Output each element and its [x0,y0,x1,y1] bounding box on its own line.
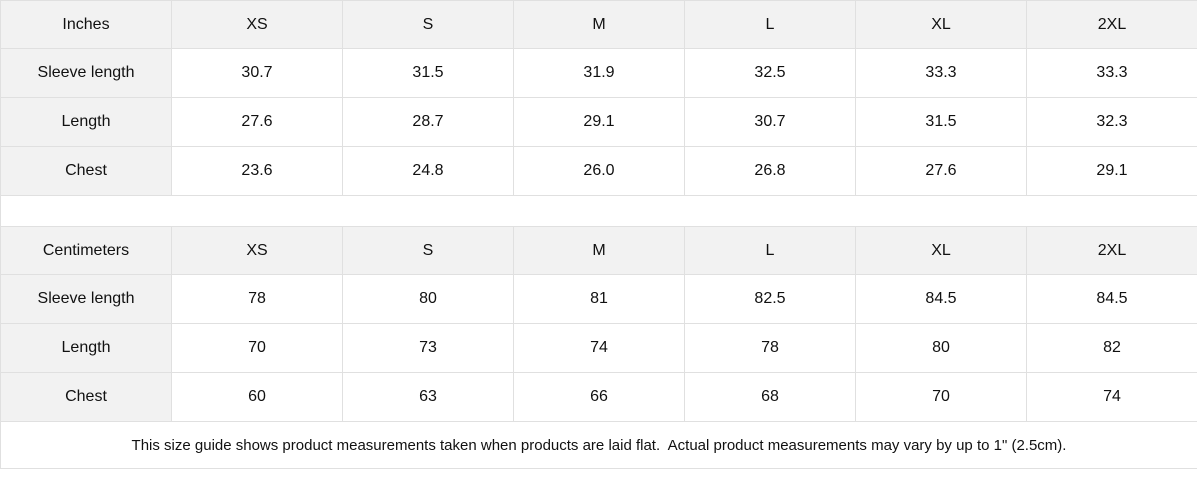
measurement-cell: 31.5 [855,97,1027,147]
table-row: Sleeve length 78 80 81 82.5 84.5 84.5 [0,274,1197,324]
table-row: Sleeve length 30.7 31.5 31.9 32.5 33.3 3… [0,48,1197,98]
size-guide-table: Inches XS S M L XL 2XL Sleeve length 30.… [0,0,1197,469]
measurement-cell: 78 [684,323,856,373]
spacer-cell [0,195,1197,227]
size-header-xl: XL [855,0,1027,49]
measurement-cell: 70 [855,372,1027,422]
row-label: Chest [0,146,172,196]
measurement-cell: 27.6 [171,97,343,147]
measurement-cell: 74 [1026,372,1197,422]
size-header-l: L [684,0,856,49]
inches-header-row: Inches XS S M L XL 2XL [0,0,1197,49]
table-row: Chest 23.6 24.8 26.0 26.8 27.6 29.1 [0,146,1197,196]
table-spacer [0,195,1197,227]
measurement-cell: 29.1 [513,97,685,147]
measurement-cell: 33.3 [1026,48,1197,98]
measurement-cell: 80 [855,323,1027,373]
measurement-cell: 74 [513,323,685,373]
measurement-cell: 24.8 [342,146,514,196]
size-header-s: S [342,0,514,49]
measurement-cell: 33.3 [855,48,1027,98]
measurement-cell: 30.7 [684,97,856,147]
size-header-xs: XS [171,226,343,275]
row-label: Length [0,323,172,373]
measurement-cell: 60 [171,372,343,422]
table-row: Chest 60 63 66 68 70 74 [0,372,1197,422]
measurement-cell: 31.9 [513,48,685,98]
measurement-cell: 26.0 [513,146,685,196]
measurement-cell: 31.5 [342,48,514,98]
row-label: Sleeve length [0,48,172,98]
table-row: Length 27.6 28.7 29.1 30.7 31.5 32.3 [0,97,1197,147]
measurement-cell: 82 [1026,323,1197,373]
measurement-cell: 23.6 [171,146,343,196]
measurement-cell: 68 [684,372,856,422]
row-label: Length [0,97,172,147]
measurement-cell: 84.5 [855,274,1027,324]
measurement-cell: 32.5 [684,48,856,98]
size-header-m: M [513,226,685,275]
measurement-cell: 73 [342,323,514,373]
size-header-xl: XL [855,226,1027,275]
measurement-cell: 30.7 [171,48,343,98]
size-header-m: M [513,0,685,49]
measurement-cell: 80 [342,274,514,324]
size-header-xs: XS [171,0,343,49]
table-row: Length 70 73 74 78 80 82 [0,323,1197,373]
measurement-cell: 27.6 [855,146,1027,196]
measurement-cell: 66 [513,372,685,422]
measurement-cell: 26.8 [684,146,856,196]
unit-label-centimeters: Centimeters [0,226,172,275]
footer-row: This size guide shows product measuremen… [0,421,1197,469]
measurement-cell: 70 [171,323,343,373]
row-label: Chest [0,372,172,422]
size-header-2xl: 2XL [1026,226,1197,275]
measurement-cell: 84.5 [1026,274,1197,324]
measurement-cell: 32.3 [1026,97,1197,147]
size-header-l: L [684,226,856,275]
measurement-cell: 78 [171,274,343,324]
measurement-cell: 28.7 [342,97,514,147]
centimeters-header-row: Centimeters XS S M L XL 2XL [0,226,1197,275]
row-label: Sleeve length [0,274,172,324]
measurement-cell: 29.1 [1026,146,1197,196]
unit-label-inches: Inches [0,0,172,49]
size-guide-note: This size guide shows product measuremen… [0,421,1197,469]
measurement-cell: 82.5 [684,274,856,324]
measurement-cell: 63 [342,372,514,422]
size-header-s: S [342,226,514,275]
size-header-2xl: 2XL [1026,0,1197,49]
measurement-cell: 81 [513,274,685,324]
